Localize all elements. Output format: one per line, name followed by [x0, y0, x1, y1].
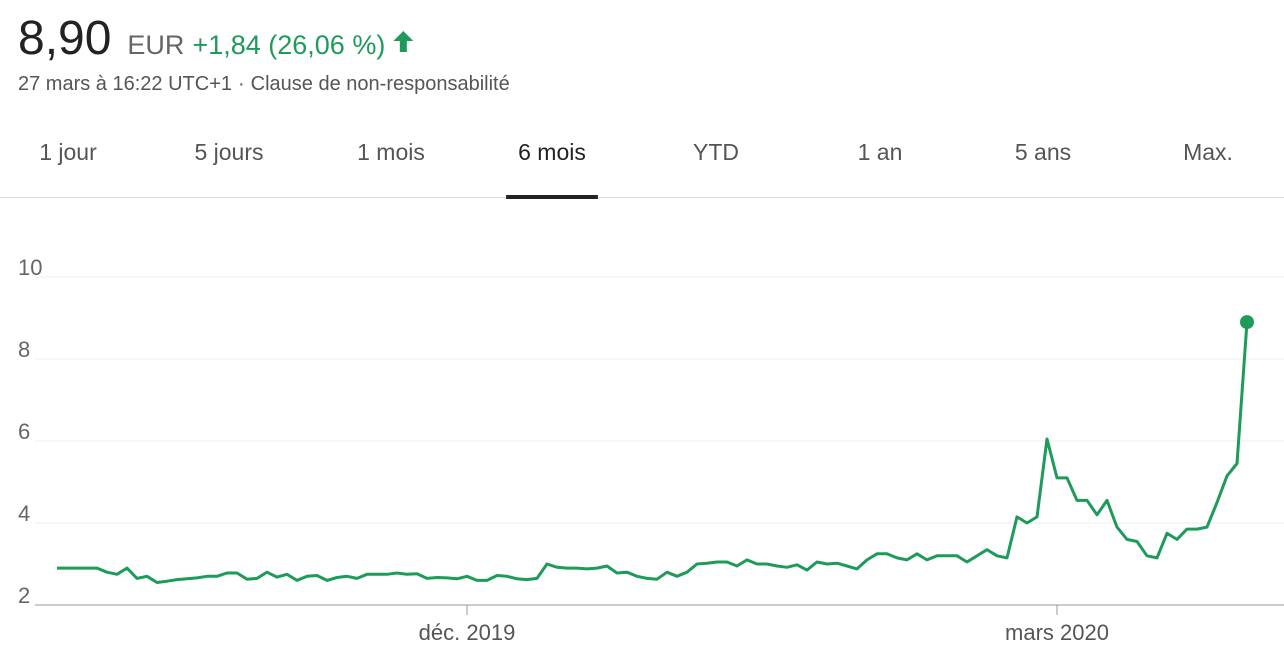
chart: 2 4 6 8 10 déc. 2019 mars 2020: [18, 255, 1284, 645]
price: 8,90: [18, 12, 111, 65]
y-tick-label: 6: [18, 419, 30, 444]
y-tick-label: 10: [18, 255, 42, 280]
y-tick-label: 4: [18, 501, 30, 526]
tab[interactable]: 5 jours: [194, 139, 263, 165]
tab-indicator: [506, 195, 598, 199]
price-line: [57, 321, 1249, 584]
separator: ·: [238, 73, 245, 95]
tab[interactable]: Max.: [1183, 139, 1233, 165]
tab[interactable]: 1 jour: [39, 139, 97, 165]
tab[interactable]: 6 mois: [518, 139, 586, 165]
x-tick-label: déc. 2019: [419, 620, 516, 645]
tab[interactable]: 1 mois: [357, 139, 425, 165]
tab-bar: 1 jour 5 jours 1 mois 6 mois YTD 1 an 5 ans Max…: [39, 139, 1233, 199]
currency: EUR: [127, 30, 184, 60]
y-tick-label: 8: [18, 337, 30, 362]
y-tick-label: 2: [18, 583, 30, 608]
quote-line: 8,90 EUR +1,84 (26,06 %): [18, 12, 385, 65]
last-point: [1240, 315, 1254, 330]
tab[interactable]: 5 ans: [1015, 139, 1071, 165]
timestamp: 27 mars à 16:22 UTC+1: [18, 73, 232, 95]
disclaimer-link[interactable]: Clause de non-responsabilité: [251, 73, 510, 95]
tab[interactable]: YTD: [693, 139, 739, 165]
x-tick-label: mars 2020: [1005, 620, 1109, 645]
tab[interactable]: 1 an: [858, 139, 903, 165]
timestamp-line: 27 mars à 16:22 UTC+1 · Clause de non-resp…: [18, 73, 510, 95]
change: +1,84 (26,06 %): [192, 30, 385, 60]
up-arrow: [393, 31, 414, 52]
